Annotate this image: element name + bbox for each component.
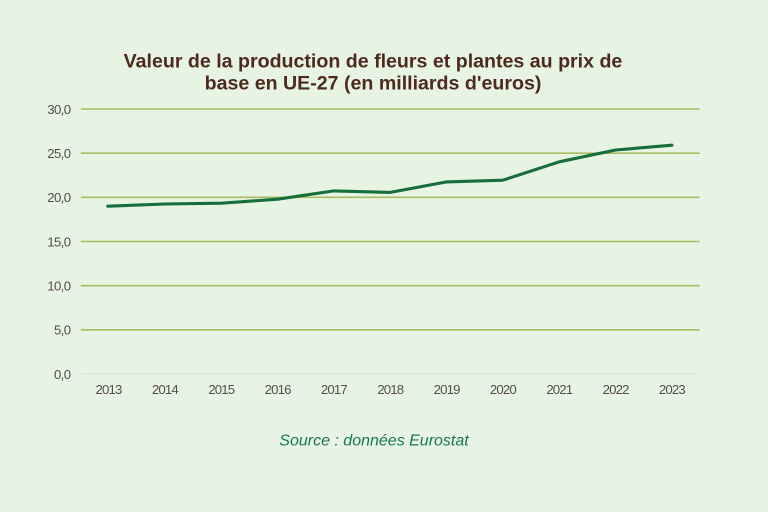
svg-text:10,0: 10,0 — [47, 279, 71, 294]
svg-text:2017: 2017 — [321, 382, 347, 397]
svg-text:2014: 2014 — [152, 382, 178, 397]
svg-text:15,0: 15,0 — [47, 234, 71, 249]
svg-text:5,0: 5,0 — [54, 323, 71, 338]
svg-text:base en UE-27 (en milliards d': base en UE-27 (en milliards d'euros) — [205, 73, 542, 95]
svg-text:2016: 2016 — [265, 382, 291, 397]
svg-text:25,0: 25,0 — [47, 146, 71, 161]
svg-text:2019: 2019 — [434, 382, 460, 397]
svg-text:2015: 2015 — [208, 382, 234, 397]
svg-text:2021: 2021 — [546, 382, 572, 397]
svg-text:Source : données Eurostat: Source : données Eurostat — [279, 433, 469, 450]
svg-text:2013: 2013 — [96, 382, 122, 397]
svg-text:20,0: 20,0 — [47, 190, 71, 205]
svg-text:Valeur de la production de fle: Valeur de la production de fleurs et pla… — [124, 51, 623, 73]
svg-text:30,0: 30,0 — [47, 102, 71, 117]
svg-text:0,0: 0,0 — [54, 367, 71, 382]
svg-text:2020: 2020 — [490, 382, 516, 397]
svg-text:2018: 2018 — [377, 382, 403, 397]
svg-text:2023: 2023 — [659, 382, 685, 397]
svg-text:2022: 2022 — [603, 382, 629, 397]
